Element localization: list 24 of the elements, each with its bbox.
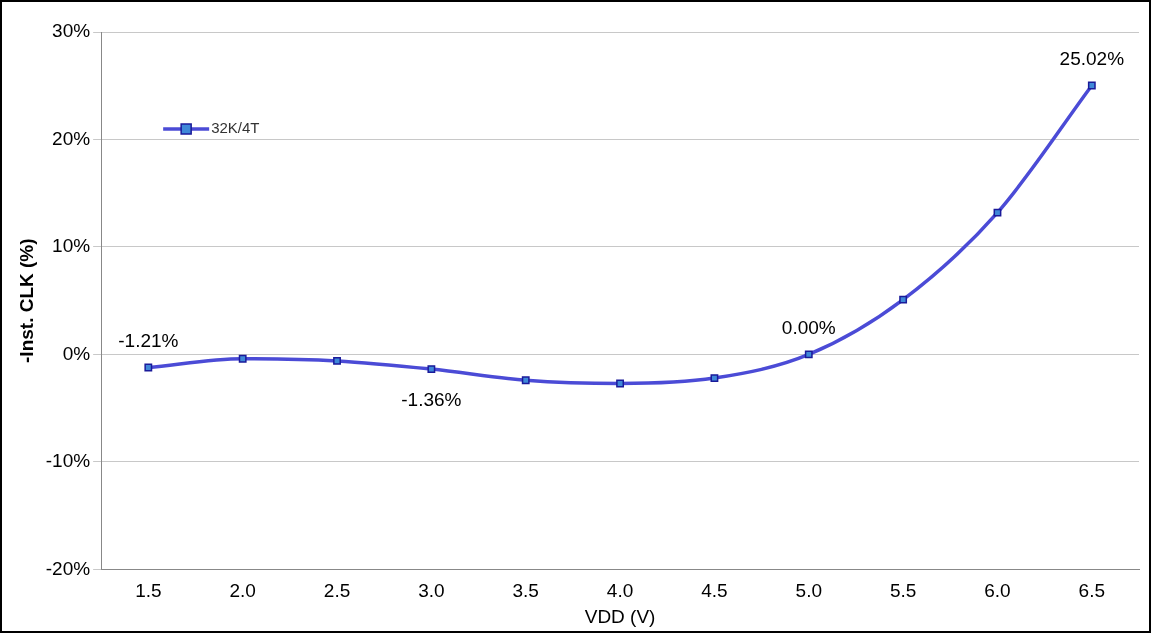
x-tick-label: 1.5 bbox=[135, 580, 162, 602]
x-tick-label: 5.0 bbox=[795, 580, 822, 602]
x-axis-title: VDD (V) bbox=[584, 605, 656, 627]
y-tick-label: 20% bbox=[52, 127, 91, 149]
x-tick-label: 2.0 bbox=[229, 580, 256, 602]
data-label: 25.02% bbox=[1059, 48, 1125, 70]
y-tick-label: 30% bbox=[52, 20, 91, 42]
legend-label: 32K/4T bbox=[211, 119, 260, 137]
data-label: -1.36% bbox=[401, 388, 462, 410]
x-tick-label: 4.0 bbox=[606, 580, 634, 602]
data-label: -1.21% bbox=[118, 330, 179, 352]
x-tick-label: 5.5 bbox=[889, 580, 917, 602]
y-tick-label: 0% bbox=[62, 342, 91, 364]
x-tick-label: 6.5 bbox=[1078, 580, 1106, 602]
x-tick-label: 4.5 bbox=[701, 580, 728, 602]
y-tick-label: 10% bbox=[52, 235, 91, 257]
data-label: 0.00% bbox=[781, 317, 836, 339]
x-tick-label: 3.5 bbox=[512, 580, 539, 602]
x-tick-label: 2.5 bbox=[323, 580, 351, 602]
x-tick-label: 6.0 bbox=[984, 580, 1011, 602]
y-tick-label: -20% bbox=[45, 557, 91, 579]
y-axis-title: -Inst. CLK (%) bbox=[15, 238, 37, 363]
x-tick-label: 3.0 bbox=[418, 580, 445, 602]
y-tick-label: -10% bbox=[45, 450, 91, 472]
